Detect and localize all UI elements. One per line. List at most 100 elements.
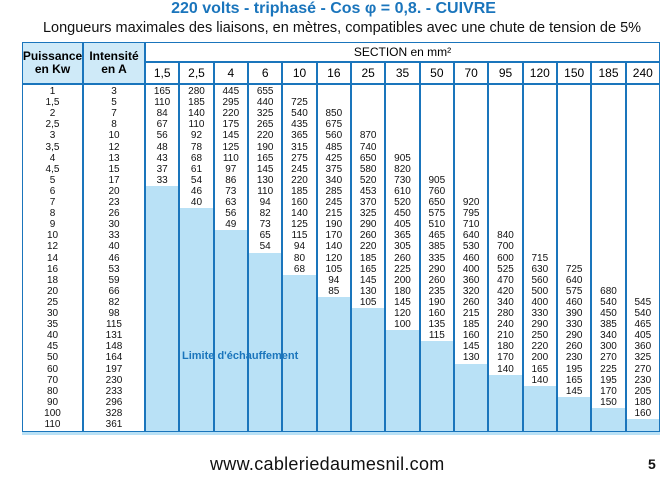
column-frame [282,84,317,433]
value-cell: 140 [188,108,205,120]
power-cell: 100 [44,407,61,419]
power-cell: 5 [49,174,56,186]
current-cell: 197 [105,363,123,375]
section-header: 35 [385,62,420,84]
current-cell: 46 [108,252,120,264]
value-cell: 440 [256,97,274,109]
value-cell: 580 [359,163,377,175]
section-header: 120 [522,62,557,84]
current-cell: 361 [105,419,123,430]
value-cell: 48 [156,141,168,153]
value-cell: 225 [600,363,617,375]
limit-band [145,185,180,433]
limit-band [351,308,386,433]
value-cell: 175 [222,119,240,131]
limit-band [179,208,214,433]
value-cell: 145 [222,130,240,142]
current-cell: 15 [108,163,120,175]
value-cell: 165 [153,86,171,97]
value-cell: 330 [565,319,583,331]
value-cell: 330 [531,308,549,319]
value-cell: 260 [565,341,583,353]
column-frame [488,84,523,433]
value-cell: 61 [190,163,203,175]
value-cell: 105 [359,296,377,308]
value-cell: 185 [291,185,308,197]
current-cell: 20 [108,185,120,197]
value-cell: 185 [188,97,205,109]
value-cell: 120 [325,252,343,264]
value-cell: 675 [325,119,343,131]
value-cell: 640 [462,230,480,242]
column-frame [351,84,386,433]
value-cell: 365 [291,130,308,142]
page-number: 5 [648,456,656,472]
value-cell: 205 [634,385,652,397]
value-cell: 260 [428,274,446,286]
value-cell: 325 [256,108,274,120]
value-cell: 130 [256,174,274,186]
current-cell: 10 [108,130,120,142]
power-cell: 8 [49,208,56,220]
value-cell: 405 [394,219,411,231]
value-cell: 37 [156,163,168,175]
value-cell: 49 [225,219,237,231]
current-cell: 164 [105,352,123,364]
value-cell: 575 [428,208,446,220]
value-cell: 465 [428,230,446,242]
value-cell: 610 [394,185,411,197]
column-frame [454,84,489,433]
value-cell: 215 [462,308,480,319]
power-cell: 12 [46,241,59,253]
value-cell: 290 [565,330,583,342]
section-header: 6 [248,62,283,84]
current-cell: 40 [108,241,120,253]
value-cell: 450 [600,308,617,319]
value-cell: 545 [634,296,652,308]
power-cell: 2,5 [45,119,60,131]
limit-band [248,252,283,433]
value-cell: 97 [225,163,237,175]
value-cell: 485 [325,141,343,153]
current-cell: 7 [111,108,117,120]
title: 220 volts - triphasé - Cos φ = 0,8. - CU… [171,0,496,17]
value-cell: 540 [634,308,652,319]
section-header: 10 [282,62,317,84]
value-cell: 575 [565,285,583,297]
value-cell: 760 [428,185,446,197]
value-cell: 270 [634,363,652,375]
column-frame [83,84,145,433]
value-cell: 280 [188,86,205,97]
current-cell: 5 [111,97,117,109]
section-header: 50 [419,62,454,84]
value-cell: 340 [325,174,343,186]
current-cell: 53 [108,263,120,275]
value-cell: 150 [600,396,617,408]
power-cell: 35 [46,319,59,331]
value-cell: 540 [291,108,308,120]
section-header: 240 [625,62,660,84]
value-cell: 453 [359,185,377,197]
value-cell: 655 [256,86,274,97]
value-cell: 385 [428,241,446,253]
value-cell: 250 [531,330,549,342]
value-cell: 110 [222,152,239,164]
value-cell: 54 [259,241,271,253]
column-frame [557,84,592,433]
value-cell: 190 [325,219,343,231]
power-cell: 10 [46,230,59,242]
current-cell: 328 [105,407,123,419]
value-cell: 905 [394,152,411,164]
value-cell: 640 [565,274,583,286]
value-cell: 140 [497,363,514,375]
value-cell: 165 [531,363,549,375]
value-cell: 365 [394,230,411,242]
value-cell: 820 [394,163,411,175]
power-cell: 9 [49,219,56,231]
table-bottom [22,432,660,436]
value-cell: 700 [497,241,514,253]
value-cell: 195 [565,363,583,375]
value-cell: 295 [222,97,240,109]
value-cell: 140 [325,241,343,253]
